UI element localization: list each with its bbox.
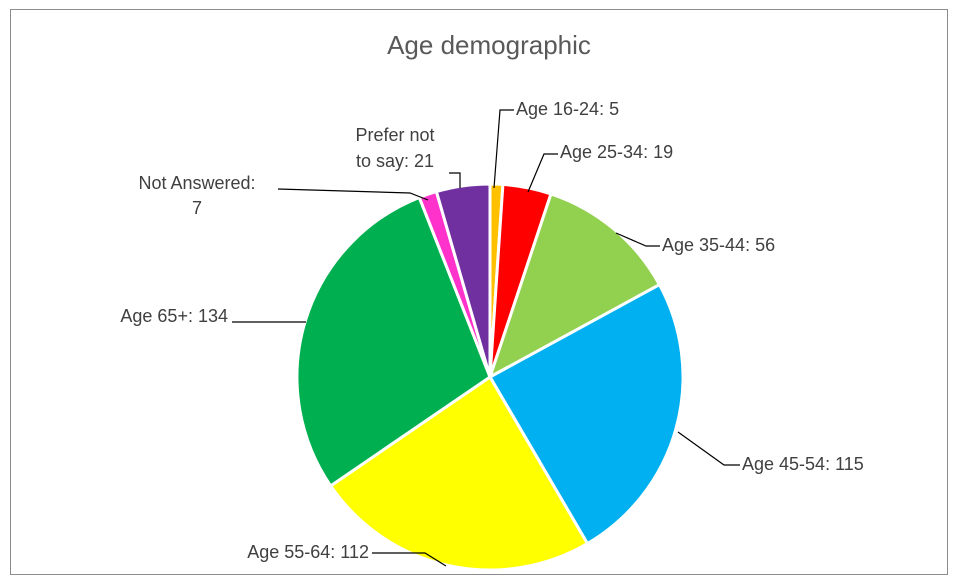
data-labels: Age 16-24: 5 Age 25-34: 19 Age 35-44: 56 Ag… [120, 99, 863, 562]
leader-line [277, 188, 429, 201]
leader-line [527, 153, 558, 193]
leader-line [493, 109, 514, 189]
leader-line [372, 552, 447, 567]
data-label: Age 65+: 134 [120, 306, 228, 326]
leader-line [449, 172, 461, 188]
leader-lines [232, 109, 740, 567]
pie-slices [295, 182, 685, 572]
data-label: Age 55-64: 112 [247, 542, 369, 562]
leader-line [677, 431, 740, 466]
chart-title: Age demographic [387, 30, 591, 60]
data-label: Not Answered: 7 [138, 173, 255, 218]
data-label: Age 16-24: 5 [516, 99, 619, 119]
data-label: Age 35-44: 56 [662, 235, 775, 255]
leader-line [615, 232, 660, 247]
pie-slice-prefer-not-to-say [434, 182, 492, 378]
data-label: Age 45-54: 115 [742, 454, 864, 474]
pie-slice-age-55-64 [328, 374, 590, 572]
data-label: Age 25-34: 19 [560, 142, 673, 162]
data-label: Prefer not to say: 21 [355, 125, 434, 171]
pie-slice-age-35-44 [487, 191, 662, 381]
pie-slice-age-45-54 [487, 282, 685, 546]
pie-slice-age-65- [295, 195, 492, 488]
